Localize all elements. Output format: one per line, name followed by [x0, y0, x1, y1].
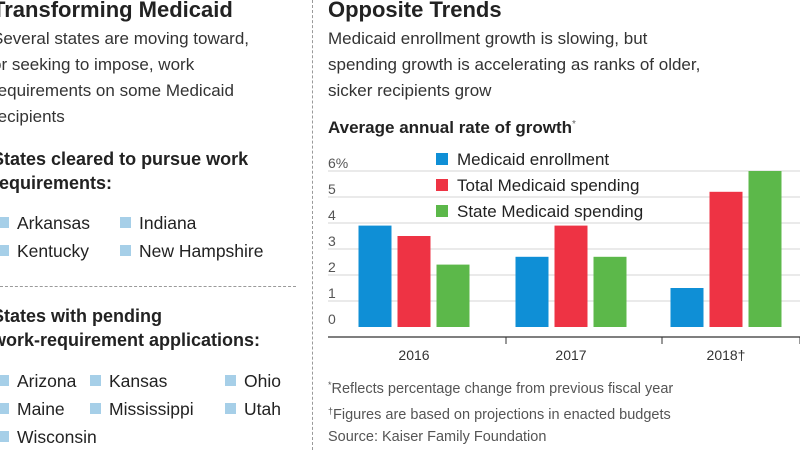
bar-total-medicaid-spending — [397, 236, 431, 327]
legend-label: Total Medicaid spending — [457, 176, 640, 195]
legend-swatch — [436, 153, 448, 165]
pending-heading-line: States with pending — [0, 306, 163, 326]
state-item: Kentucky — [0, 241, 89, 261]
state-swatch — [0, 217, 9, 228]
right-dek-line: Medicaid enrollment growth is slowing, b… — [328, 29, 648, 48]
state-item: Arkansas — [0, 213, 90, 233]
state-swatch — [120, 245, 131, 256]
state-swatch — [0, 245, 9, 256]
bar-total-medicaid-spending — [554, 225, 588, 327]
right-panel: Opposite Trends Medicaid enrollment grow… — [328, 0, 800, 450]
state-name: Maine — [17, 399, 65, 419]
x-tick-label: 2018† — [707, 347, 746, 363]
state-swatch — [225, 403, 236, 414]
state-name: Ohio — [244, 371, 281, 391]
state-swatch — [0, 431, 9, 442]
legend-label: State Medicaid spending — [457, 202, 644, 221]
footnote-text: Figures are based on projections in enac… — [333, 407, 671, 423]
state-item: Wisconsin — [0, 427, 97, 447]
state-item: Ohio — [225, 371, 281, 391]
legend-item: State Medicaid spending — [436, 202, 643, 222]
left-dek-line: Several states are moving toward, — [0, 29, 250, 48]
state-item: Arizona — [0, 371, 76, 391]
cleared-heading-line: requirements: — [0, 173, 113, 193]
footnote: †Figures are based on projections in ena… — [328, 402, 671, 424]
cleared-heading-line: States cleared to pursue work — [0, 149, 249, 169]
state-swatch — [225, 375, 236, 386]
state-name: New Hampshire — [139, 241, 264, 261]
legend-label: Medicaid enrollment — [457, 150, 610, 169]
footnote-mark: * — [328, 380, 332, 390]
right-dek-line: spending growth is accelerating as ranks… — [328, 55, 701, 74]
column-divider — [312, 0, 313, 450]
state-swatch — [120, 217, 131, 228]
state-name: Utah — [244, 399, 281, 419]
left-panel: Transforming Medicaid Several states are… — [0, 0, 300, 450]
chart-title-text: Average annual rate of growth — [328, 118, 573, 137]
left-dek-line: or seeking to impose, work — [0, 55, 195, 74]
x-tick-label: 2017 — [555, 347, 586, 363]
bar-state-medicaid-spending — [436, 264, 470, 327]
left-title: Transforming Medicaid — [0, 0, 233, 22]
source-note: Source: Kaiser Family Foundation — [328, 428, 546, 446]
y-tick-label: 1 — [328, 285, 336, 301]
right-dek-line: sicker recipients grow — [328, 81, 492, 100]
y-tick-label: 2 — [328, 259, 336, 275]
legend-swatch — [436, 205, 448, 217]
state-name: Kansas — [109, 371, 168, 391]
state-swatch — [0, 403, 9, 414]
state-name: Arkansas — [17, 213, 90, 233]
pending-heading-line: work-requirement applications: — [0, 330, 261, 350]
state-swatch — [90, 403, 101, 414]
legend-item: Total Medicaid spending — [436, 176, 639, 196]
bar-total-medicaid-spending — [709, 191, 743, 327]
state-item: Kansas — [90, 371, 167, 391]
state-item: Maine — [0, 399, 65, 419]
y-tick-label: 4 — [328, 207, 336, 223]
section-divider — [0, 286, 296, 287]
footnote: *Reflects percentage change from previou… — [328, 376, 673, 398]
left-dek-line: requirements on some Medicaid — [0, 81, 234, 100]
state-name: Mississippi — [109, 399, 194, 419]
y-tick-label: 3 — [328, 233, 336, 249]
state-name: Indiana — [139, 213, 197, 233]
legend-swatch — [436, 179, 448, 191]
y-tick-label: 5 — [328, 181, 336, 197]
state-item: Utah — [225, 399, 281, 419]
bar-medicaid-enrollment — [670, 288, 704, 327]
footnote-text: Reflects percentage change from previous… — [331, 381, 674, 397]
x-tick-label: 2016 — [398, 347, 429, 363]
left-dek-line: recipients — [0, 107, 65, 126]
state-name: Kentucky — [17, 241, 89, 261]
state-name: Arizona — [17, 371, 77, 391]
state-item: New Hampshire — [120, 241, 263, 261]
legend-item: Medicaid enrollment — [436, 150, 609, 170]
chart-title-footnote-mark: * — [572, 119, 576, 130]
y-tick-label: 0 — [328, 311, 336, 327]
growth-bar-chart: 0 1 2 3 4 5 6% 2016 2017 2018† — [328, 155, 800, 363]
state-swatch — [90, 375, 101, 386]
chart-title: Average annual rate of growth* — [328, 118, 576, 138]
state-item: Indiana — [120, 213, 196, 233]
state-swatch — [0, 375, 9, 386]
footnote-mark: † — [328, 406, 334, 416]
state-name: Wisconsin — [17, 427, 97, 447]
bar-medicaid-enrollment — [515, 256, 549, 327]
y-tick-label: 6% — [328, 155, 348, 171]
bar-state-medicaid-spending — [748, 171, 782, 327]
bar-state-medicaid-spending — [593, 256, 627, 327]
state-item: Mississippi — [90, 399, 194, 419]
bar-medicaid-enrollment — [358, 225, 392, 327]
source-text: Source: Kaiser Family Foundation — [328, 429, 547, 445]
right-title: Opposite Trends — [328, 0, 502, 22]
